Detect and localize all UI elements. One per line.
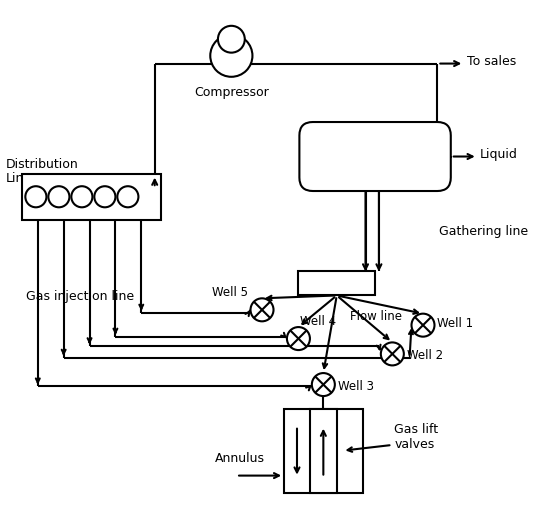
FancyBboxPatch shape (299, 122, 451, 191)
Text: Well 4: Well 4 (300, 315, 336, 328)
Text: Annulus: Annulus (215, 452, 265, 465)
Circle shape (94, 186, 116, 207)
Text: Separator: Separator (344, 150, 406, 163)
Text: Gas injection line: Gas injection line (26, 290, 135, 303)
Circle shape (411, 314, 434, 336)
Text: Distribution: Distribution (6, 159, 79, 172)
Text: Well 1: Well 1 (438, 317, 474, 330)
Text: Compressor: Compressor (194, 86, 269, 99)
Text: Line: Line (6, 172, 32, 185)
Bar (310, 409, 337, 493)
Circle shape (312, 373, 335, 396)
Circle shape (26, 186, 46, 207)
Text: Well 5: Well 5 (212, 286, 248, 299)
Circle shape (117, 186, 138, 207)
Circle shape (287, 327, 310, 350)
Text: Well 2: Well 2 (407, 349, 443, 362)
Circle shape (218, 26, 245, 53)
Circle shape (71, 186, 93, 207)
Text: Well 3: Well 3 (338, 380, 374, 393)
Bar (22, 174, 161, 220)
Text: Gathering line: Gathering line (439, 225, 529, 238)
Text: Gas lift
valves: Gas lift valves (394, 423, 438, 451)
Circle shape (49, 186, 69, 207)
Text: Liquid: Liquid (480, 148, 517, 161)
Circle shape (210, 35, 252, 77)
Circle shape (381, 342, 404, 366)
Bar (284, 409, 362, 493)
Text: To sales: To sales (467, 55, 516, 68)
Bar (299, 271, 375, 295)
Text: Flow line: Flow line (350, 310, 402, 323)
Circle shape (251, 298, 274, 321)
